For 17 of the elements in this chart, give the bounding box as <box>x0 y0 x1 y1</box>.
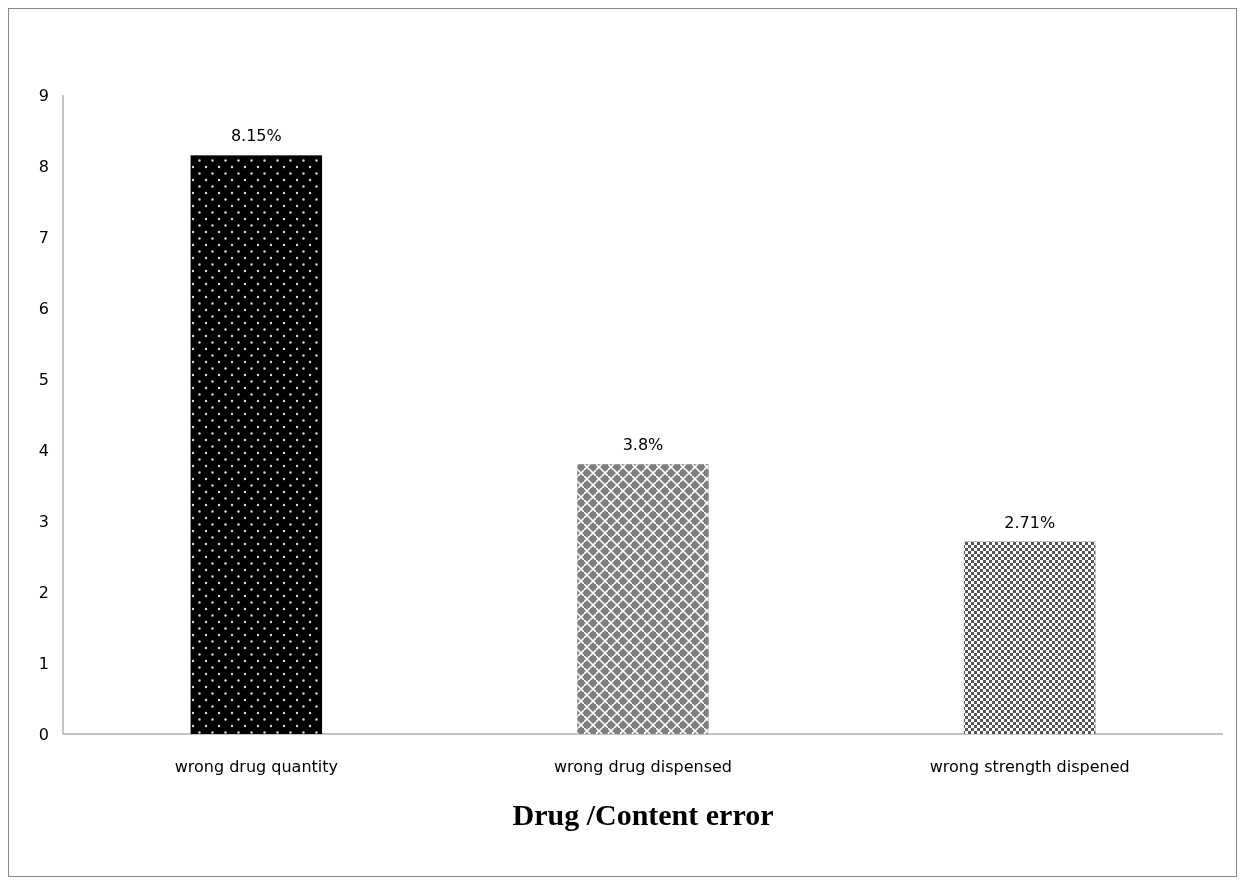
data-label: 2.71% <box>1004 512 1056 532</box>
data-label: 3.8% <box>622 435 664 455</box>
y-tick-label: 6 <box>38 298 49 318</box>
x-tick-label: wrong drug quantity <box>174 757 338 776</box>
text: Drug /Content error <box>512 798 774 831</box>
data-label: 8.15% <box>230 126 282 146</box>
y-tick-label: 1 <box>38 653 49 673</box>
y-tick-label: 8 <box>38 156 49 176</box>
x-tick-label: wrong strength dispened <box>929 757 1130 776</box>
x-tick-label: wrong drug dispensed <box>553 757 733 776</box>
y-tick-label: 2 <box>38 582 49 602</box>
y-tick-label: 9 <box>38 85 49 105</box>
y-tick-label: 4 <box>38 440 49 460</box>
y-tick-label: 5 <box>38 369 49 389</box>
y-tick-label: 0 <box>38 724 49 744</box>
y-tick-label: 3 <box>38 511 49 531</box>
y-tick-label: 7 <box>38 227 49 247</box>
